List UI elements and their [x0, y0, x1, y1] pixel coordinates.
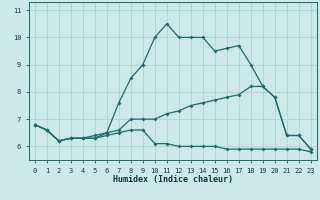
- X-axis label: Humidex (Indice chaleur): Humidex (Indice chaleur): [113, 175, 233, 184]
